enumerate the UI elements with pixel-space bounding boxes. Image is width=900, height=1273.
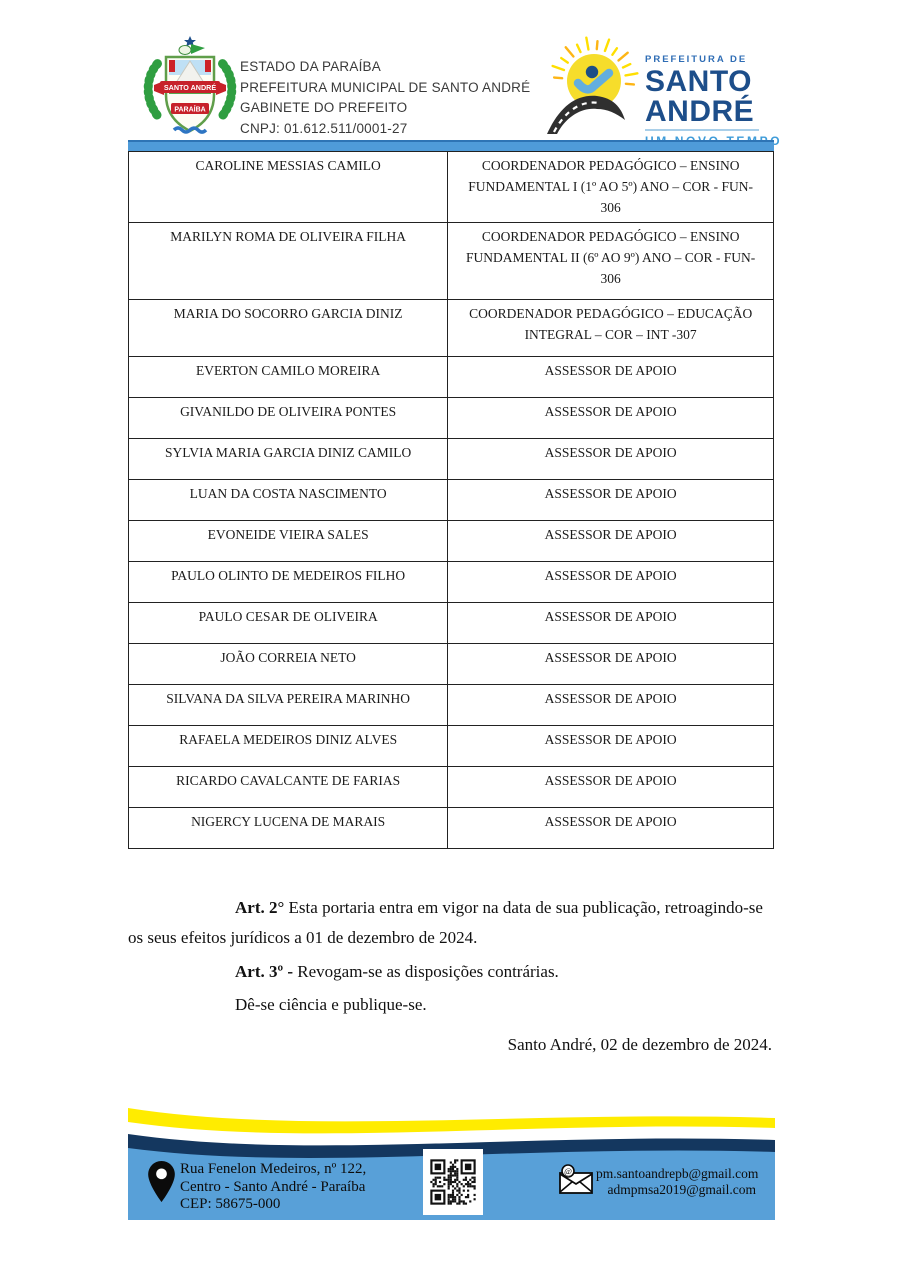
table-row: PAULO OLINTO DE MEDEIROS FILHO ASSESSOR D… xyxy=(127,561,774,603)
staff-name-cell: PAULO CESAR DE OLIVEIRA xyxy=(127,602,449,644)
staff-name-cell: JOÃO CORREIA NETO xyxy=(127,643,449,685)
crest-waves xyxy=(172,126,208,134)
article-2-label: Art. 2° xyxy=(235,898,285,917)
road-center-line xyxy=(553,101,600,133)
place-date-line: Santo André, 02 de dezembro de 2024. xyxy=(507,1035,772,1054)
sun-rays xyxy=(551,36,639,86)
table-row: LUAN DA COSTA NASCIMENTO ASSESSOR DE APOI… xyxy=(127,479,774,521)
email-envelope-icon: @ xyxy=(559,1164,593,1194)
svg-text:@: @ xyxy=(564,1166,572,1176)
table-row: JOÃO CORREIA NETO ASSESSOR DE APOIO xyxy=(127,643,774,685)
staff-role-cell: ASSESSOR DE APOIO xyxy=(447,356,774,398)
staff-name-cell: MARIA DO SOCORRO GARCIA DINIZ xyxy=(127,299,449,357)
header-blue-bar xyxy=(128,140,774,151)
staff-role-cell: ASSESSOR DE APOIO xyxy=(447,643,774,685)
staff-name-cell: LUAN DA COSTA NASCIMENTO xyxy=(127,479,449,521)
person-check-icon xyxy=(573,68,614,94)
staff-name-cell: RICARDO CAVALCANTE DE FARIAS xyxy=(127,766,449,808)
footer-navy-wave xyxy=(128,1134,775,1158)
staff-role-cell: COORDENADOR PEDAGÓGICO – EDUCAÇÃO INTEGR… xyxy=(447,299,774,357)
logo-name-line1: SANTO xyxy=(645,65,752,98)
email-primary: pm.santoandrepb@gmail.com xyxy=(596,1166,759,1181)
table-row: EVONEIDE VIEIRA SALES ASSESSOR DE APOIO xyxy=(127,520,774,562)
table-row: MARIA DO SOCORRO GARCIA DINIZ COORDENADOR… xyxy=(127,299,774,357)
staff-role-cell: COORDENADOR PEDAGÓGICO – ENSINO FUNDAMEN… xyxy=(447,222,774,300)
staff-name-cell: RAFAELA MEDEIROS DINIZ ALVES xyxy=(127,725,449,767)
footer-banner: Rua Fenelon Medeiros, nº 122, Centro - S… xyxy=(128,1108,775,1220)
article-3-label: Art. 3º - xyxy=(235,962,294,981)
road-icon xyxy=(547,95,625,134)
table-row: GIVANILDO DE OLIVEIRA PONTES ASSESSOR DE … xyxy=(127,397,774,439)
staff-role-cell: ASSESSOR DE APOIO xyxy=(447,479,774,521)
table-row: MARILYN ROMA DE OLIVEIRA FILHA COORDENADO… xyxy=(127,222,774,300)
address-line-cep: CEP: 58675-000 xyxy=(180,1196,281,1212)
org-line-state: ESTADO DA PARAÍBA xyxy=(240,59,381,74)
address-line-street: Rua Fenelon Medeiros, nº 122, xyxy=(180,1161,367,1177)
staff-role-cell: ASSESSOR DE APOIO xyxy=(447,684,774,726)
table-row: RICARDO CAVALCANTE DE FARIAS ASSESSOR DE … xyxy=(127,766,774,808)
org-line-cnpj: CNPJ: 01.612.511/0001-27 xyxy=(240,120,408,136)
person-head-icon xyxy=(585,65,599,79)
crest-star xyxy=(184,36,196,47)
table-row: SYLVIA MARIA GARCIA DINIZ CAMILO ASSESSOR… xyxy=(127,438,774,480)
table-row: SILVANA DA SILVA PEREIRA MARINHO ASSESSOR… xyxy=(127,684,774,726)
table-row: NIGERCY LUCENA DE MARAIS ASSESSOR DE APOI… xyxy=(127,807,774,849)
logo-name-line2: ANDRÉ xyxy=(645,95,755,128)
logo-divider xyxy=(645,129,759,131)
staff-role-cell: ASSESSOR DE APOIO xyxy=(447,561,774,603)
staff-role-cell: ASSESSOR DE APOIO xyxy=(447,725,774,767)
logo-text: PREFEITURA DE SANTO ANDRÉ UM NOVO TEMPO xyxy=(645,54,780,148)
table-row: CAROLINE MESSIAS CAMILO COORDENADOR PEDAG… xyxy=(127,151,774,223)
staff-table-body: CAROLINE MESSIAS CAMILO COORDENADOR PEDAG… xyxy=(127,151,774,849)
org-line-city: PREFEITURA MUNICIPAL DE SANTO ANDRÉ xyxy=(240,79,531,95)
article-2-paragraph: Art. 2° Esta portaria entra em vigor na … xyxy=(128,893,772,953)
crest-banner-state: PARAÍBA xyxy=(174,105,205,114)
staff-name-cell: CAROLINE MESSIAS CAMILO xyxy=(127,151,449,223)
laurel-branch-right xyxy=(216,57,237,120)
header-org-text: ESTADO DA PARAÍBA PREFEITURA MUNICIPAL D… xyxy=(240,57,530,139)
article-3-text: Revogam-se as disposições contrárias. xyxy=(293,962,559,981)
staff-role-cell: ASSESSOR DE APOIO xyxy=(447,766,774,808)
city-brand-logo: PREFEITURA DE SANTO ANDRÉ UM NOVO TEMPO xyxy=(545,34,780,148)
staff-name-cell: MARILYN ROMA DE OLIVEIRA FILHA xyxy=(127,222,449,300)
staff-role-cell: ASSESSOR DE APOIO xyxy=(447,807,774,849)
location-pin-icon xyxy=(148,1161,175,1202)
footer-yellow-wave xyxy=(128,1108,775,1134)
staff-name-cell: GIVANILDO DE OLIVEIRA PONTES xyxy=(127,397,449,439)
org-line-office: GABINETE DO PREFEITO xyxy=(240,100,408,115)
publish-line: Dê-se ciência e publique-se. xyxy=(235,995,427,1014)
qr-code xyxy=(423,1149,483,1215)
staff-role-cell: COORDENADOR PEDAGÓGICO – ENSINO FUNDAMEN… xyxy=(447,151,774,223)
laurel-branch-left xyxy=(143,57,164,120)
staff-role-cell: ASSESSOR DE APOIO xyxy=(447,438,774,480)
table-row: EVERTON CAMILO MOREIRA ASSESSOR DE APOIO xyxy=(127,356,774,398)
staff-name-cell: PAULO OLINTO DE MEDEIROS FILHO xyxy=(127,561,449,603)
email-secondary: admpmsa2019@gmail.com xyxy=(607,1182,756,1197)
staff-role-cell: ASSESSOR DE APOIO xyxy=(447,397,774,439)
staff-name-cell: NIGERCY LUCENA DE MARAIS xyxy=(127,807,449,849)
sun-road-icon xyxy=(547,36,639,134)
crest-banner-name: SANTO ANDRÉ xyxy=(164,83,217,92)
staff-name-cell: SILVANA DA SILVA PEREIRA MARINHO xyxy=(127,684,449,726)
footer-address: Rua Fenelon Medeiros, nº 122, Centro - S… xyxy=(180,1161,366,1214)
document-body: Art. 2° Esta portaria entra em vigor na … xyxy=(128,893,772,1060)
staff-role-cell: ASSESSOR DE APOIO xyxy=(447,602,774,644)
staff-name-cell: EVONEIDE VIEIRA SALES xyxy=(127,520,449,562)
staff-name-cell: SYLVIA MARIA GARCIA DINIZ CAMILO xyxy=(127,438,449,480)
table-row: PAULO CESAR DE OLIVEIRA ASSESSOR DE APOIO xyxy=(127,602,774,644)
article-3-paragraph: Art. 3º - Revogam-se as disposições cont… xyxy=(235,957,772,987)
qr-modules xyxy=(430,1159,476,1205)
table-row: RAFAELA MEDEIROS DINIZ ALVES ASSESSOR DE … xyxy=(127,725,774,767)
staff-name-cell: EVERTON CAMILO MOREIRA xyxy=(127,356,449,398)
staff-assignments-table: CAROLINE MESSIAS CAMILO COORDENADOR PEDAG… xyxy=(127,151,774,849)
footer-content: Rua Fenelon Medeiros, nº 122, Centro - S… xyxy=(128,1108,775,1220)
article-2-text: Esta portaria entra em vigor na data de … xyxy=(128,898,763,947)
logo-prefeitura-de: PREFEITURA DE xyxy=(645,54,748,65)
footer-emails: pm.santoandrepb@gmail.com admpmsa2019@gm… xyxy=(596,1166,759,1198)
municipal-coat-of-arms: SANTO ANDRÉ PARAÍBA xyxy=(143,36,237,134)
staff-role-cell: ASSESSOR DE APOIO xyxy=(447,520,774,562)
address-line-city: Centro - Santo André - Paraíba xyxy=(180,1178,366,1195)
